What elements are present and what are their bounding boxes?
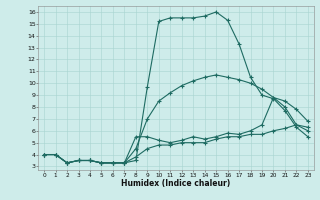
X-axis label: Humidex (Indice chaleur): Humidex (Indice chaleur) <box>121 179 231 188</box>
